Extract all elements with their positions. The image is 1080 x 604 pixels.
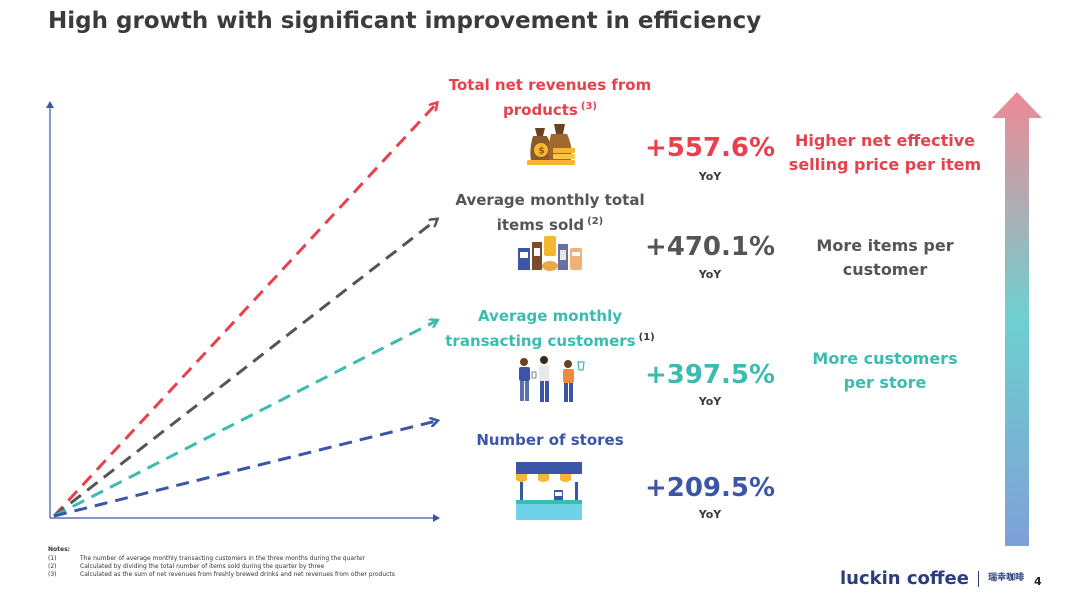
brand-logo: luckin coffee 瑞幸咖啡 <box>840 568 1025 594</box>
arrow-customers <box>53 321 436 518</box>
note-text: Calculated as the sum of net revenues fr… <box>80 571 395 578</box>
metric-label-customers: Average monthly transacting customers (1) <box>445 307 655 350</box>
money-bags-icon: $ <box>527 124 575 165</box>
note-number: (1) <box>48 555 57 562</box>
metric-yoy-customers: YoY <box>698 395 722 408</box>
metric-label-revenues: Total net revenues from products (3) <box>448 76 652 119</box>
arrow-items-sold <box>53 220 436 518</box>
page-title: High growth with significant improvement… <box>48 8 762 34</box>
driver-price-per-item: Higher net effective selling price per i… <box>788 131 982 174</box>
metric-label-items-sold: Average monthly total items sold (2) <box>455 191 645 234</box>
brand-chinese: 瑞幸咖啡 <box>988 573 1025 583</box>
customers-icon <box>519 356 585 402</box>
gradient-up-arrow <box>992 92 1042 546</box>
driver-customers-per-store: More customers per store <box>812 349 958 392</box>
note-text: Calculated by dividing the total number … <box>80 563 325 570</box>
arrow-revenues <box>52 104 436 518</box>
metric-yoy-stores: YoY <box>698 508 722 521</box>
brand-name: luckin coffee <box>840 568 969 589</box>
driver-items-per-customer: More items per customer <box>816 236 954 279</box>
note-number: (3) <box>48 571 57 578</box>
coffee-products-icon <box>518 236 582 271</box>
metric-value-stores: +209.5% <box>644 473 776 503</box>
arrow-stores <box>53 421 436 518</box>
metric-yoy-items-sold: YoY <box>698 268 722 281</box>
metric-label-stores: Number of stores <box>476 431 624 449</box>
metric-yoy-revenues: YoY <box>698 170 722 183</box>
growth-arrows-diagram <box>46 0 460 522</box>
note-text: The number of average monthly transactin… <box>80 555 366 562</box>
metric-value-items-sold: +470.1% <box>644 232 776 262</box>
svg-text:$: $ <box>539 147 545 157</box>
notes-heading: Notes: <box>48 546 71 553</box>
note-number: (2) <box>48 563 57 570</box>
metric-value-revenues: +557.6% <box>644 133 776 163</box>
store-icon <box>516 462 582 520</box>
notes: Notes: (1) The number of average monthly… <box>48 546 568 582</box>
page-number: 4 <box>1034 575 1042 588</box>
metric-value-customers: +397.5% <box>644 360 776 390</box>
